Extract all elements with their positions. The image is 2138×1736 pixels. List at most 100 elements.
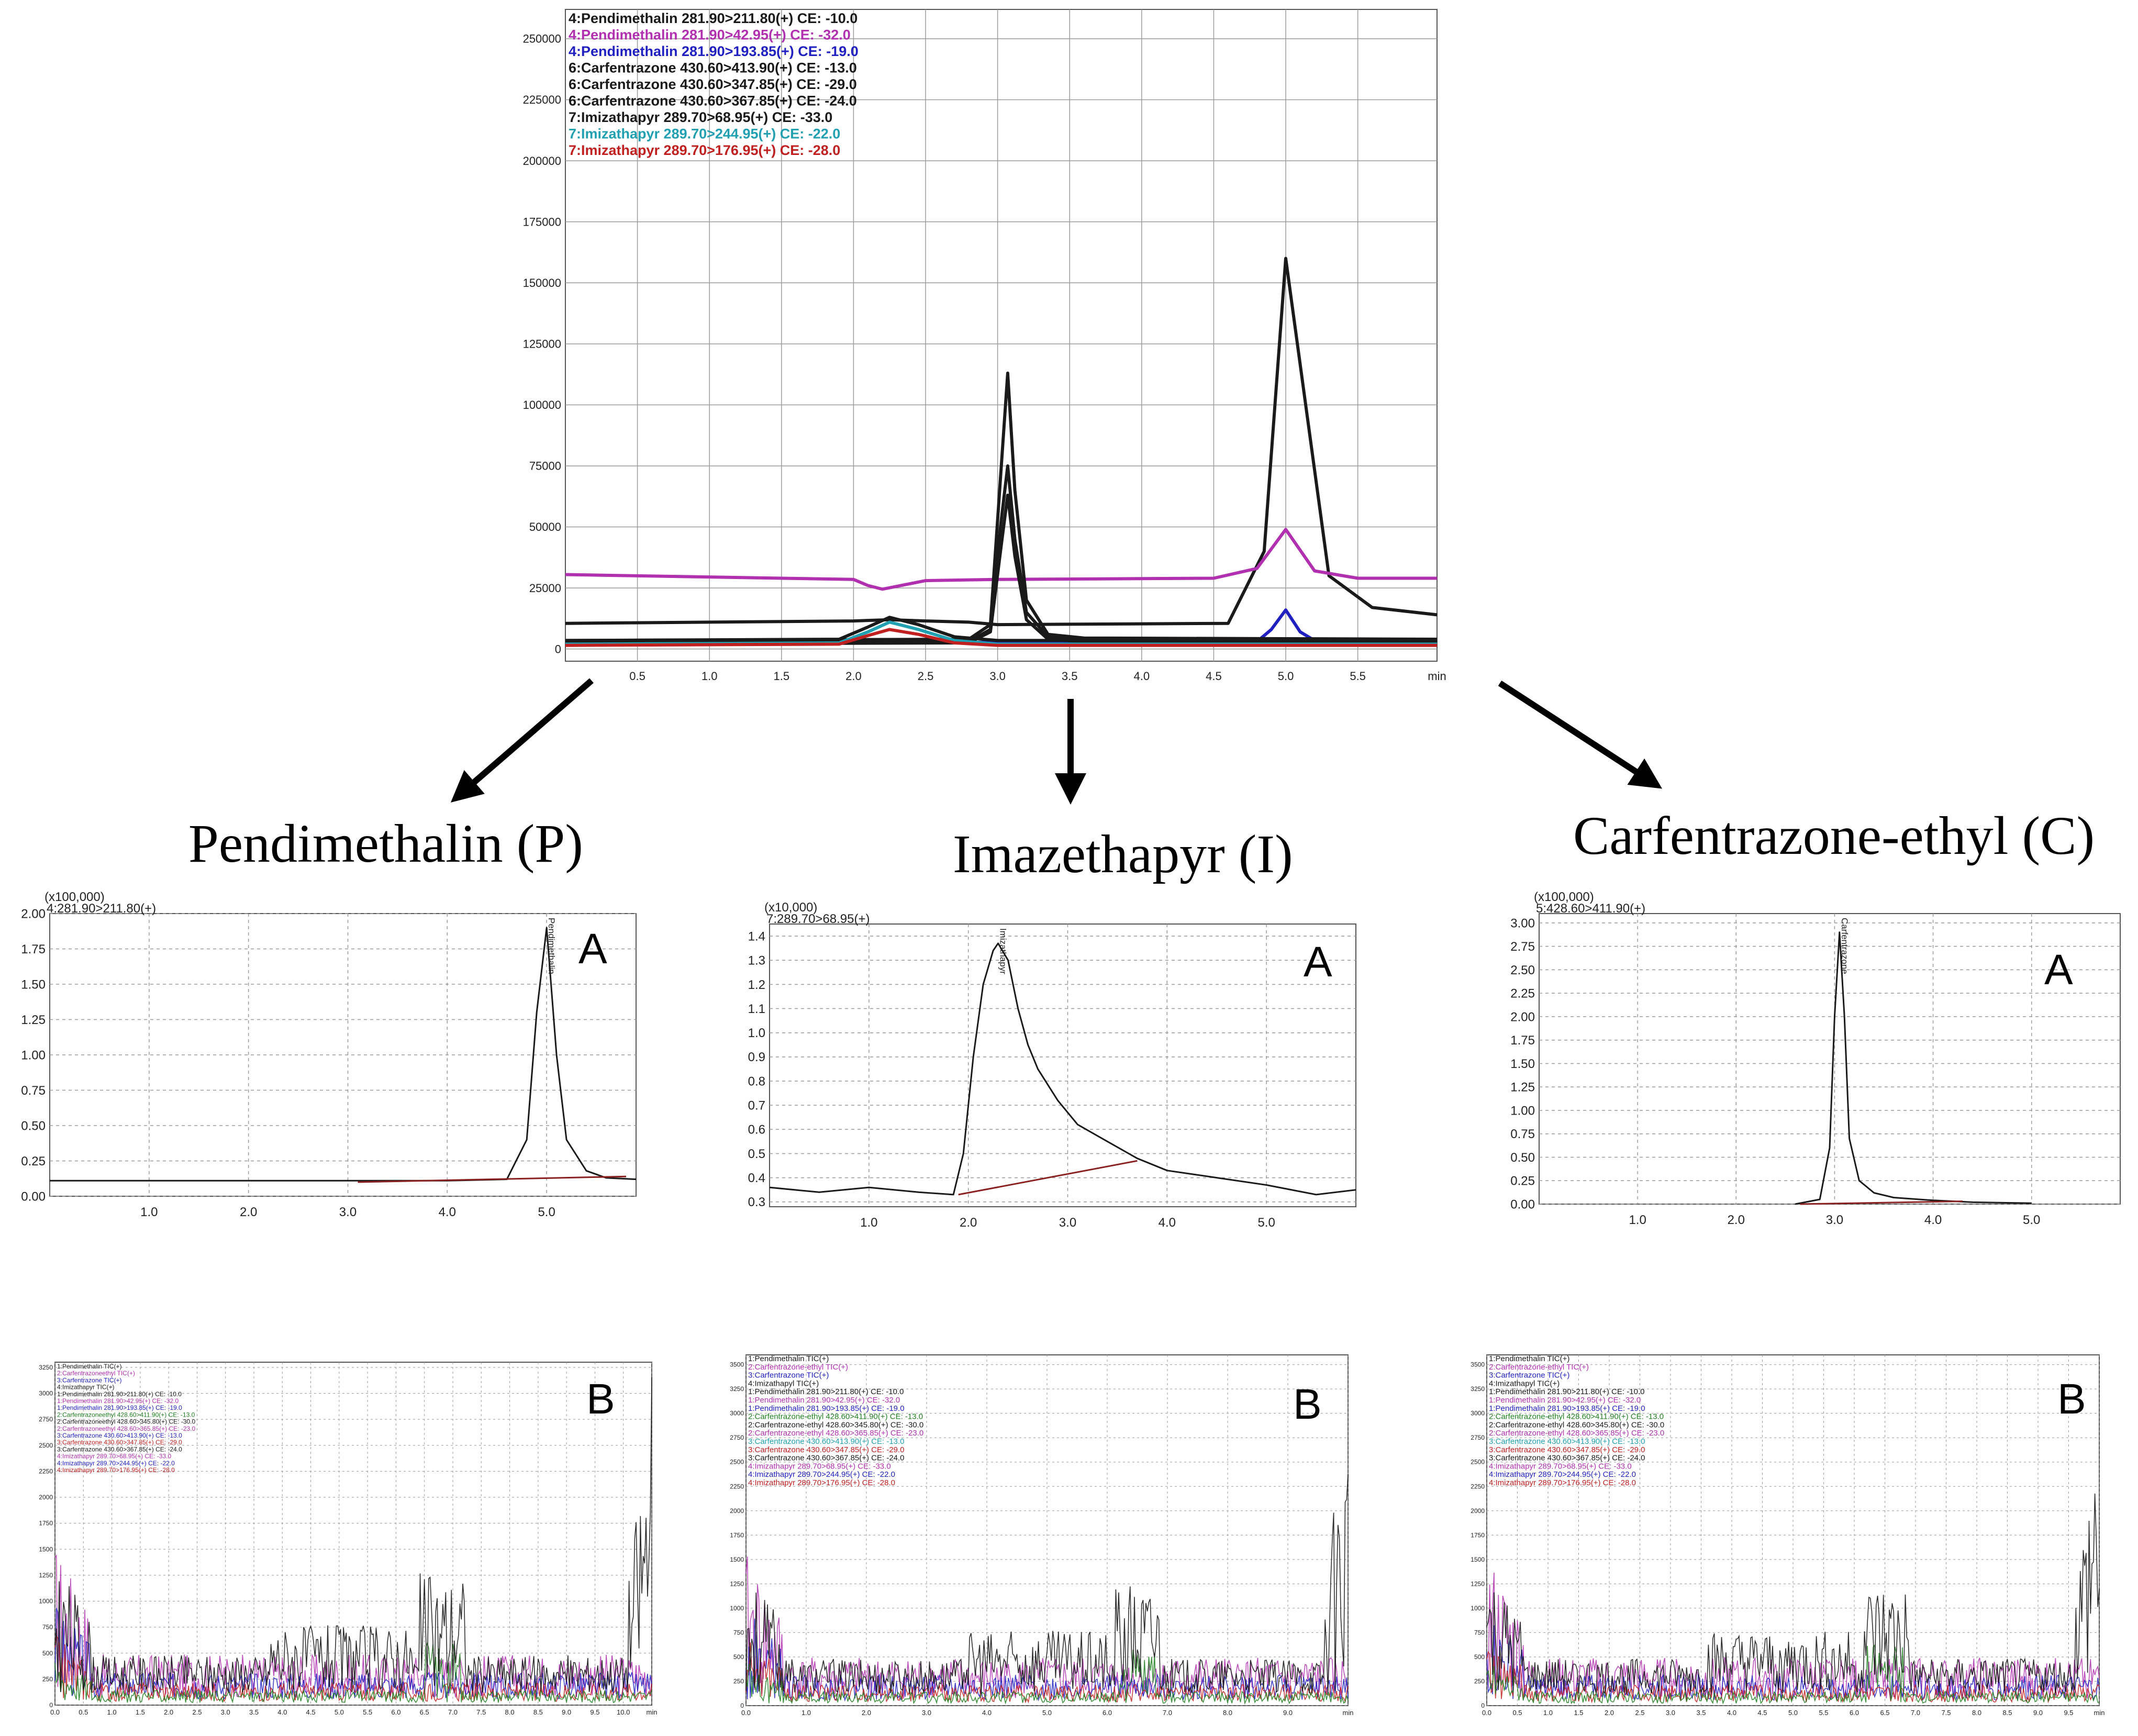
noise-trace <box>745 1556 1349 1699</box>
noise-trace <box>745 1650 1349 1705</box>
x-tick-label: 4.0 <box>439 1205 456 1219</box>
y-tick-label: 2000 <box>1471 1507 1485 1515</box>
x-tick-label: 7.0 <box>1163 1709 1172 1717</box>
series-line <box>1795 931 2032 1205</box>
y-tick-label: 75000 <box>529 460 561 473</box>
x-tick-label: 1.0 <box>1543 1709 1553 1717</box>
y-tick-label: 0.4 <box>748 1171 765 1185</box>
legend-entry: 1:Pendimethalin TIC(+) <box>57 1363 122 1370</box>
x-tick-label: 1.0 <box>801 1709 811 1717</box>
y-tick-label: 0.00 <box>1510 1197 1535 1211</box>
y-tick-label: 750 <box>42 1623 53 1631</box>
x-tick-label: 5.5 <box>1350 670 1366 683</box>
legend-entry: 6:Carfentrazone 430.60>347.85(+) CE: -29… <box>569 76 857 92</box>
plot-frame <box>1539 913 2121 1205</box>
legend-entry: 4:Pendimethalin 281.90>211.80(+) CE: -10… <box>569 10 858 26</box>
carfentrazone-blank-chromatogram-b: 0.0 0.5 1.0 1.5 2.0 2.5 3.0 3.5 4.0 4.5 5.0 5.5 6.0 6… <box>1471 1354 2104 1717</box>
y-tick-label: 2250 <box>39 1467 53 1475</box>
y-tick-label: 0 <box>49 1701 53 1709</box>
x-tick-label: 5.0 <box>1788 1709 1798 1717</box>
legend-entry: 4:Pendimethalin 281.90>193.85(+) CE: -19… <box>569 43 859 59</box>
x-tick-label: 0.0 <box>741 1709 751 1717</box>
x-tick-label: 1.5 <box>1574 1709 1583 1717</box>
x-tick-label: 3.0 <box>339 1205 357 1219</box>
noise-trace <box>54 1642 652 1704</box>
arrow-left-icon <box>450 678 594 803</box>
x-tick-label: 3.5 <box>1062 670 1078 683</box>
series-line <box>958 1160 1138 1196</box>
legend-entry: 4:Imizathapyr 289.70>68.95(+) CE: -33.0 <box>748 1462 891 1471</box>
y-tick-label: 750 <box>1474 1629 1485 1636</box>
legend-entry: 3:Carfentrazone 430.60>347.85(+) CE: -29… <box>748 1445 905 1454</box>
y-tick-label: 0.6 <box>748 1123 765 1137</box>
x-tick-label: 2.5 <box>192 1708 202 1716</box>
legend-entry: 4:Imizathapyr 289.70>244.95(+) CE: -22.0 <box>1489 1470 1636 1479</box>
y-tick-label: 1.4 <box>748 929 765 943</box>
legend-entry: 4:Imizathapyr 289.70>68.95(+) CE: -33.0 <box>1489 1462 1632 1471</box>
y-tick-label: 0.5 <box>748 1147 765 1161</box>
legend-entry: 3:Carfentrazone TIC(+) <box>1489 1371 1569 1380</box>
legend-entry: 4:Pendimethalin 281.90>42.95(+) CE: -32.… <box>569 27 851 43</box>
y-tick-label: 1.1 <box>748 1002 765 1016</box>
legend-entry: 6:Carfentrazone 430.60>367.85(+) CE: -24… <box>569 93 857 109</box>
y-tick-label: 125000 <box>523 338 561 351</box>
scale-factor-label: (x100,000) <box>44 890 105 904</box>
x-tick-label: 2.0 <box>960 1216 977 1230</box>
x-tick-label: 6.5 <box>1880 1709 1889 1717</box>
y-tick-label: 0.75 <box>21 1084 46 1098</box>
y-tick-label: 1750 <box>730 1531 744 1539</box>
panel-letter-b: B <box>586 1375 615 1423</box>
trace-label: 4:281.90>211.80(+) <box>47 902 156 916</box>
x-tick-label: 0.5 <box>79 1708 88 1716</box>
x-tick-label: 7.5 <box>476 1708 486 1716</box>
legend-entry: 2:Carfentrazoneethyl TIC(+) <box>57 1370 135 1377</box>
y-tick-label: 250000 <box>523 32 561 46</box>
x-tick-label: 6.0 <box>391 1708 400 1716</box>
y-tick-label: 1750 <box>1471 1531 1485 1539</box>
x-tick-label: 5.0 <box>1257 1216 1275 1230</box>
x-tick-label: 9.0 <box>2033 1709 2043 1717</box>
x-tick-label: 4.0 <box>1727 1709 1736 1717</box>
y-tick-label: 175000 <box>523 215 561 228</box>
x-tick-label: 10.0 <box>617 1708 630 1716</box>
x-tick-label: 5.0 <box>1278 670 1294 683</box>
x-tick-label: 5.0 <box>538 1205 555 1219</box>
x-tick-label: 8.5 <box>533 1708 543 1716</box>
series-line <box>769 942 1356 1196</box>
series-line <box>565 371 1438 642</box>
y-tick-label: 0.3 <box>748 1195 765 1209</box>
y-tick-label: 0.9 <box>748 1050 765 1064</box>
y-tick-label: 1000 <box>39 1598 53 1605</box>
y-tick-label: 0 <box>1481 1702 1485 1709</box>
legend-entry: 4:Imizathapyr 289.70>244.95(+) CE: -22.0 <box>57 1460 175 1467</box>
legend-entry: 1:Pendimethalin 281.90>42.95(+) CE: -32.… <box>748 1396 900 1405</box>
x-tick-label: 2.0 <box>1605 1709 1614 1717</box>
imazethapyr-blank-chromatogram-b: 0.0 1.0 2.0 3.0 4.0 5.0 6.0 7.0 8.0 9.0 min 0 250 500… <box>730 1354 1353 1717</box>
y-tick-label: 3500 <box>730 1361 744 1368</box>
compound-title-imazethapyr: Imazethapyr (I) <box>953 824 1293 884</box>
x-tick-label: 2.0 <box>845 670 862 683</box>
y-tick-label: 2750 <box>730 1434 744 1441</box>
x-tick-label: 9.5 <box>2064 1709 2073 1717</box>
legend-entry: 1:Pendimethalin 281.90>193.85(+) CE: -19… <box>57 1404 182 1411</box>
y-tick-label: 1.25 <box>21 1013 46 1027</box>
legend-entry: 2:Carfentrazoneethyl 428.60>345.80(+) CE… <box>57 1418 195 1426</box>
y-tick-label: 2500 <box>39 1442 53 1449</box>
x-tick-label: 1.0 <box>1629 1213 1646 1227</box>
noise-trace <box>1486 1625 2100 1701</box>
y-tick-label: 1250 <box>1471 1580 1485 1587</box>
x-tick-label: 2.0 <box>862 1709 871 1717</box>
compound-title-carfentrazone-ethyl: Carfentrazone-ethyl (C) <box>1573 806 2095 866</box>
legend-entry: 2:Carfentrazone-ethyl 428.60>345.80(+) C… <box>1489 1420 1664 1429</box>
x-tick-label: 8.5 <box>2002 1709 2012 1717</box>
legend-entry: 4:Imizathapyr 289.70>176.95(+) CE: -28.0 <box>57 1466 175 1474</box>
series-line <box>565 464 1438 644</box>
arrows <box>450 678 1663 805</box>
y-tick-label: 500 <box>733 1653 744 1661</box>
x-tick-label: 5.5 <box>363 1708 372 1716</box>
legend-entry: 3:Carfentrazone TIC(+) <box>748 1371 829 1380</box>
y-tick-label: 1.00 <box>21 1048 46 1062</box>
x-tick-label: 7.0 <box>1911 1709 1920 1717</box>
peak-label: Carfentrazone <box>1840 918 1850 974</box>
y-tick-label: 1.00 <box>1510 1104 1535 1118</box>
